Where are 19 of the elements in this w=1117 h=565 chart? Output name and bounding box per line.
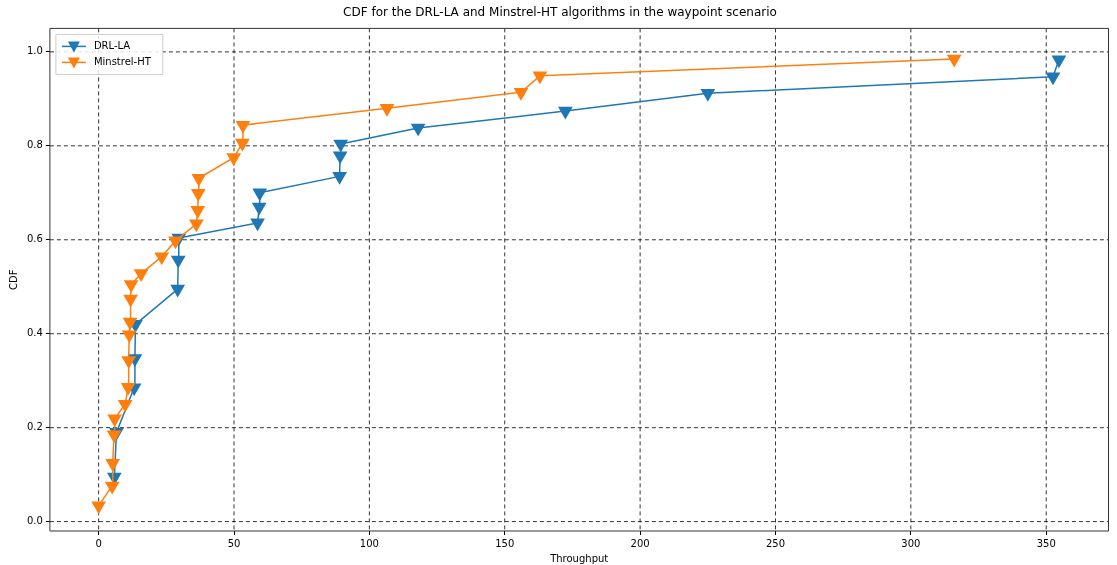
legend-label: Minstrel-HT [93,55,152,67]
x-tick-label: 300 [901,537,921,549]
y-tick-label: 1.0 [27,45,43,57]
x-tick-label: 150 [495,537,515,549]
x-tick-label: 50 [227,537,241,549]
x-tick-label: 0 [95,537,102,549]
x-tick-label: 100 [359,537,379,549]
x-tick-label: 350 [1036,537,1056,549]
y-tick-label: 0.8 [27,139,43,151]
y-axis-title: CDF [7,269,19,290]
legend-label: DRL-LA [93,39,131,51]
y-tick-label: 0.0 [27,515,43,527]
x-tick-label: 250 [765,537,786,549]
x-tick-label: 200 [630,537,650,549]
chart-title: CDF for the DRL-LA and Minstrel-HT algorithms in the waypoint scenario [343,5,777,20]
y-tick-label: 0.4 [27,327,43,339]
y-tick-label: 0.2 [27,421,43,433]
x-axis-title: Throughput [549,552,609,564]
y-tick-label: 0.6 [27,233,43,245]
